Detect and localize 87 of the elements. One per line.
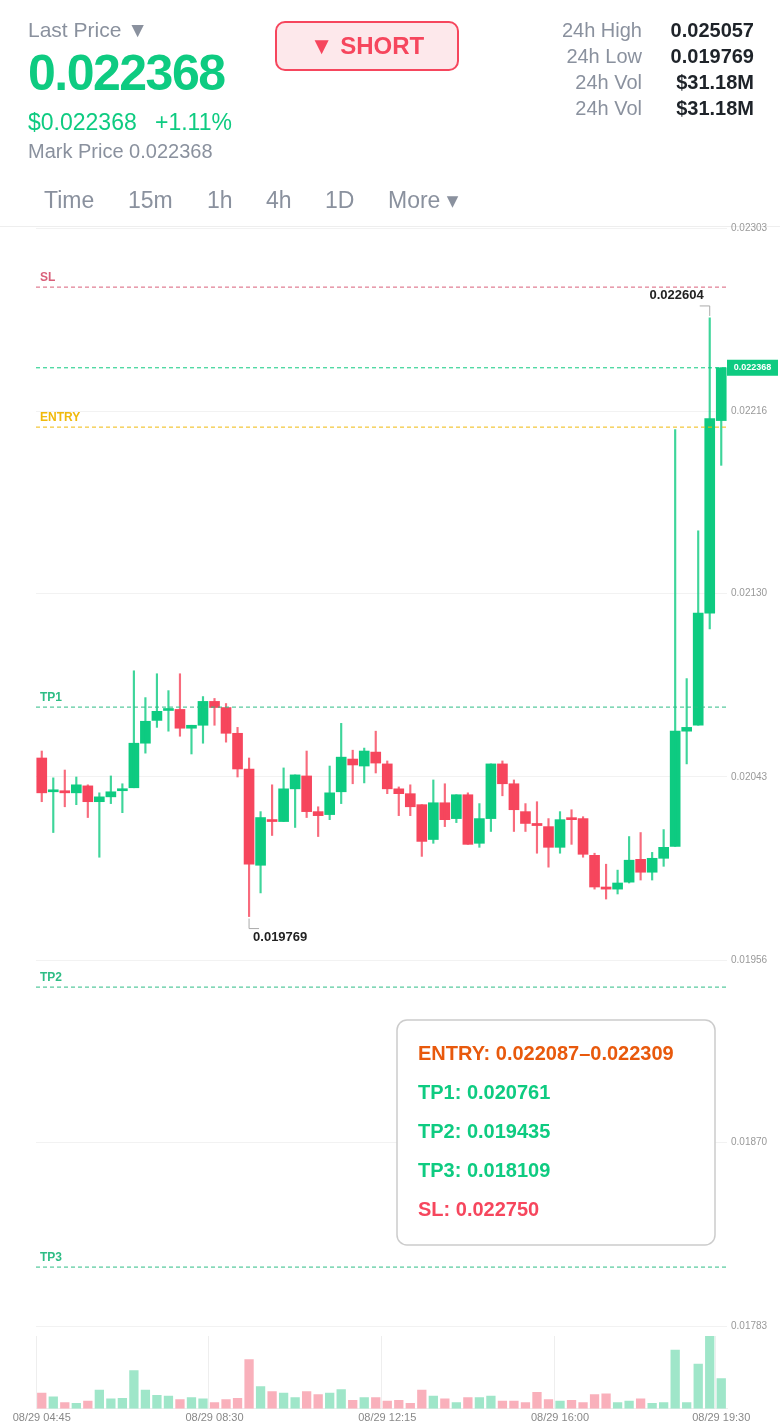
bar xyxy=(589,1394,600,1409)
text: $0.022368 xyxy=(28,109,137,136)
text: Time xyxy=(44,187,95,214)
x-tick-label: 08/29 19:30 xyxy=(692,1411,751,1424)
bar xyxy=(532,1392,542,1409)
text: +1.11% xyxy=(155,109,232,136)
bar xyxy=(186,1397,197,1409)
bar xyxy=(313,1394,323,1409)
candlestick xyxy=(117,783,128,814)
y-tick-label: 0.01956 xyxy=(731,954,768,966)
x-tick-label: 08/29 04:45 xyxy=(12,1411,71,1424)
bar xyxy=(152,1394,162,1409)
y-tick-label: 0.02216 xyxy=(731,405,768,417)
bar xyxy=(555,1400,565,1409)
text: 0.019769 xyxy=(670,45,754,67)
bar xyxy=(106,1398,116,1409)
text: Mark Price 0.022368 xyxy=(28,140,213,162)
y-tick-label: 0.02303 xyxy=(731,221,768,233)
bar xyxy=(301,1391,312,1409)
candlestick xyxy=(59,769,71,808)
bar xyxy=(371,1397,381,1409)
text: 4h xyxy=(266,187,292,214)
annotation: TP2: 0.019435 xyxy=(418,1120,551,1143)
annotation: 0.022604 xyxy=(649,287,705,303)
y-tick-label: 0.02043 xyxy=(731,770,768,782)
annotation: TP1: 0.020761 xyxy=(418,1081,551,1104)
bar xyxy=(290,1397,300,1409)
bar xyxy=(705,1336,715,1409)
ref-line-label: TP2 xyxy=(40,970,63,985)
bar xyxy=(716,1378,726,1409)
y-tick-label: 0.02130 xyxy=(731,587,768,599)
annotation: ENTRY: 0.022087–0.022309 xyxy=(418,1042,674,1065)
bar xyxy=(624,1400,634,1409)
bar xyxy=(325,1392,335,1409)
text: ▼ SHORT xyxy=(275,21,459,71)
candlestick xyxy=(47,777,59,833)
annotation: SL: 0.022750 xyxy=(418,1198,540,1221)
text: 1h xyxy=(207,187,233,214)
bar xyxy=(543,1399,554,1409)
bar xyxy=(48,1396,58,1409)
bar xyxy=(140,1389,151,1409)
bar xyxy=(486,1395,496,1409)
bar xyxy=(278,1392,289,1409)
annotation: 0.019769 xyxy=(253,928,308,944)
bar xyxy=(578,1402,588,1409)
bar xyxy=(198,1398,208,1409)
bar xyxy=(417,1389,427,1409)
y-tick-label: 0.01783 xyxy=(731,1319,768,1331)
text: 24h Vol xyxy=(575,71,642,93)
bar xyxy=(693,1363,703,1409)
text: 24h Vol xyxy=(575,97,642,119)
bar xyxy=(670,1349,680,1409)
bar xyxy=(255,1386,266,1409)
bar xyxy=(129,1370,139,1409)
text: 24h Low xyxy=(566,45,642,67)
bar xyxy=(509,1400,519,1409)
text: Last Price ▼ xyxy=(28,18,148,42)
bar xyxy=(474,1397,485,1409)
bar xyxy=(359,1397,369,1409)
text: More ▾ xyxy=(388,187,459,214)
annotation: TP3: 0.018109 xyxy=(418,1159,551,1182)
bar xyxy=(175,1399,185,1409)
text: 0.025057 xyxy=(670,19,754,41)
bar xyxy=(601,1393,611,1409)
x-tick-label: 08/29 12:15 xyxy=(358,1411,417,1424)
bar xyxy=(221,1399,231,1409)
bar xyxy=(94,1389,104,1409)
bar xyxy=(647,1402,657,1409)
text: 1D xyxy=(325,187,355,214)
y-tick-label: 0.01870 xyxy=(731,1136,768,1148)
x-tick-label: 08/29 08:30 xyxy=(185,1411,244,1424)
text: 24h High xyxy=(561,19,642,41)
bar xyxy=(267,1391,277,1409)
bar xyxy=(463,1397,473,1409)
ref-line-label: 0.022368 xyxy=(733,362,772,373)
ref-line-label: ENTRY xyxy=(40,410,81,425)
x-tick-label: 08/29 16:00 xyxy=(530,1411,590,1424)
bar xyxy=(336,1389,346,1409)
text: $31.18M xyxy=(676,71,754,93)
text: 0.022368 xyxy=(28,45,225,101)
ref-line-label: SL xyxy=(40,270,56,285)
ref-line-label: TP3 xyxy=(40,1250,63,1265)
text: $31.18M xyxy=(676,97,754,119)
text: 15m xyxy=(128,187,173,214)
bar xyxy=(37,1392,47,1409)
bar xyxy=(244,1359,254,1409)
ref-line-label: TP1 xyxy=(40,690,63,705)
